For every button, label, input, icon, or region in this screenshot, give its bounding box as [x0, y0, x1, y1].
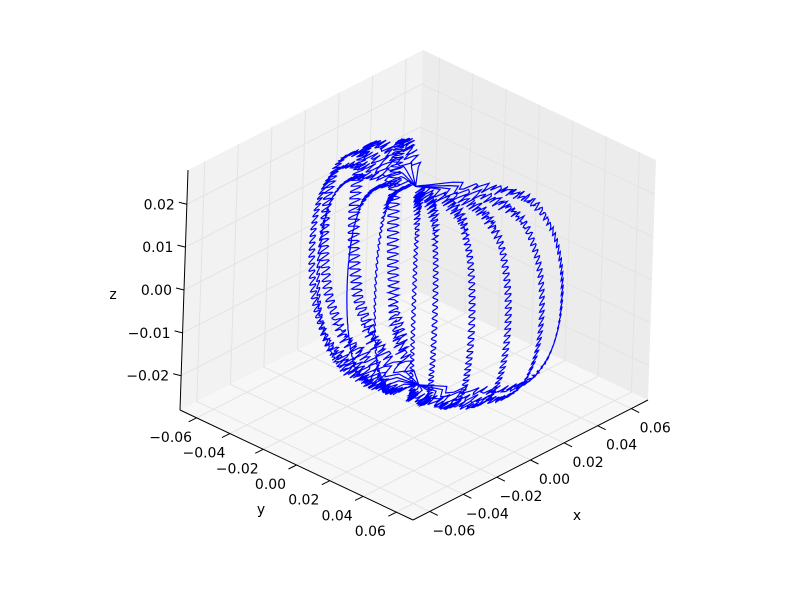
series-line-segment — [385, 137, 422, 386]
x-tick-mark — [563, 442, 573, 448]
y-tick-mark — [388, 511, 397, 517]
z-tick-mark — [178, 201, 187, 205]
grid-line-y — [229, 73, 474, 435]
grid-line-z — [185, 126, 654, 248]
x-tick-mark — [496, 476, 506, 482]
series-line-segment — [415, 185, 476, 411]
y-tick-label: 0.02 — [288, 493, 319, 509]
grid-line-x — [263, 127, 498, 478]
z-tick-label: −0.02 — [126, 369, 169, 385]
y-tick-label: −0.04 — [182, 446, 225, 462]
x-tick-label: −0.04 — [466, 506, 509, 522]
x-tick-label: 0.06 — [640, 421, 671, 437]
series-line-segment — [415, 184, 546, 405]
y-tick-label: 0.00 — [255, 477, 286, 493]
y-tick-mark — [321, 480, 331, 486]
grid-line-z — [180, 255, 650, 377]
y-tick-mark — [354, 495, 364, 501]
y-tick-mark — [254, 448, 264, 454]
grid-line-x — [196, 161, 431, 512]
x-tick-mark — [463, 493, 472, 499]
z-tick-label: 0.00 — [141, 283, 172, 299]
y-tick-mark — [188, 417, 197, 423]
x-tick-mark — [429, 510, 439, 516]
x-tick-mark — [597, 425, 606, 431]
z-tick-mark — [174, 330, 183, 334]
axis-panes — [180, 50, 656, 520]
y-axis-ticks: −0.06−0.04−0.020.000.020.040.06 — [149, 417, 397, 540]
grid-line-y — [329, 120, 574, 482]
series-line-segment — [347, 139, 420, 386]
y-tick-label: 0.06 — [355, 524, 386, 540]
z-tick-label: −0.01 — [128, 326, 171, 342]
grid-line-y — [362, 136, 607, 497]
y-axis-label: y — [257, 502, 265, 518]
grid-line-y — [262, 89, 507, 450]
x-tick-mark — [630, 408, 640, 414]
y-tick-mark — [221, 433, 231, 439]
x-tick-label: 0.04 — [606, 438, 637, 454]
y-tick-label: −0.06 — [149, 430, 192, 446]
z-tick-label: 0.02 — [144, 197, 175, 213]
grid-line-z — [183, 169, 653, 291]
series-line-segment — [415, 185, 512, 410]
grid-line-y — [396, 152, 640, 513]
x-tick-label: 0.00 — [539, 472, 570, 488]
y-tick-label: −0.02 — [216, 461, 259, 477]
x-tick-mark — [530, 459, 539, 465]
x-tick-label: 0.02 — [572, 455, 603, 471]
grid-line-y — [296, 104, 540, 466]
y-tick-mark — [288, 464, 297, 470]
series-line-segment — [415, 181, 565, 396]
grid-line-x — [397, 58, 632, 410]
grid-line-y — [196, 57, 441, 419]
grid-line-x — [229, 144, 464, 495]
x-tick-label: −0.06 — [432, 523, 475, 539]
series-line-segment — [318, 148, 420, 386]
grid-lines — [180, 57, 656, 513]
series-line-segment — [307, 160, 419, 386]
grid-line-x — [364, 75, 598, 427]
z-axis-ticks: −0.02 −0.01 0.00 0.01 0.02 — [126, 197, 187, 385]
series-line-segment — [412, 185, 441, 408]
y-tick-label: 0.04 — [321, 508, 352, 524]
grid-line-z — [186, 83, 656, 205]
x-axis-ticks: −0.06−0.04−0.020.000.020.040.06 — [429, 408, 671, 539]
z-tick-mark — [175, 287, 185, 291]
grid-line-x — [296, 109, 531, 461]
z-tick-label: 0.01 — [142, 240, 173, 256]
z-axis-label: z — [109, 287, 116, 303]
x-tick-label: −0.02 — [499, 489, 542, 505]
series-line-segment — [405, 184, 427, 403]
series-layer — [307, 137, 565, 411]
z-tick-mark — [177, 244, 186, 248]
x-axis-label: x — [573, 508, 581, 524]
series-line-segment — [315, 171, 419, 387]
z-tick-mark — [173, 373, 182, 377]
